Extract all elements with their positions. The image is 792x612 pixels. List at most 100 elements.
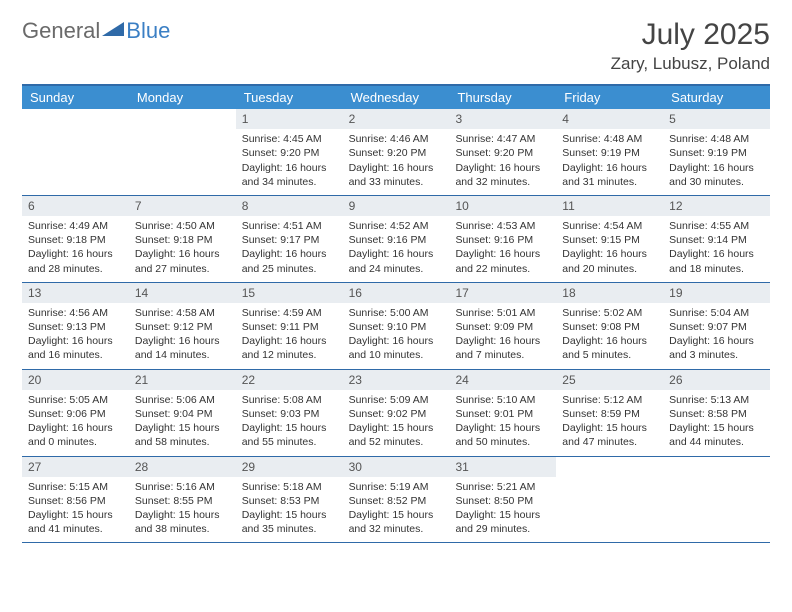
day-details: Sunrise: 4:52 AMSunset: 9:16 PMDaylight:… <box>343 216 450 282</box>
dow-label: Friday <box>556 86 663 109</box>
day-number: 4 <box>556 109 663 129</box>
day-details: Sunrise: 4:56 AMSunset: 9:13 PMDaylight:… <box>22 303 129 369</box>
calendar-cell: 29Sunrise: 5:18 AMSunset: 8:53 PMDayligh… <box>236 457 343 543</box>
day-number: 5 <box>663 109 770 129</box>
day-number: 25 <box>556 370 663 390</box>
day-number: 1 <box>236 109 343 129</box>
calendar-week: 27Sunrise: 5:15 AMSunset: 8:56 PMDayligh… <box>22 457 770 544</box>
calendar-cell: 7Sunrise: 4:50 AMSunset: 9:18 PMDaylight… <box>129 196 236 282</box>
calendar-cell: 12Sunrise: 4:55 AMSunset: 9:14 PMDayligh… <box>663 196 770 282</box>
day-details: Sunrise: 4:48 AMSunset: 9:19 PMDaylight:… <box>556 129 663 195</box>
day-number: 6 <box>22 196 129 216</box>
day-number: 14 <box>129 283 236 303</box>
day-number: 19 <box>663 283 770 303</box>
day-details: Sunrise: 4:46 AMSunset: 9:20 PMDaylight:… <box>343 129 450 195</box>
calendar-cell: 11Sunrise: 4:54 AMSunset: 9:15 PMDayligh… <box>556 196 663 282</box>
dow-label: Monday <box>129 86 236 109</box>
day-number: 8 <box>236 196 343 216</box>
day-details: Sunrise: 5:01 AMSunset: 9:09 PMDaylight:… <box>449 303 556 369</box>
day-number: 2 <box>343 109 450 129</box>
calendar-cell: 2Sunrise: 4:46 AMSunset: 9:20 PMDaylight… <box>343 109 450 195</box>
day-of-week-header: SundayMondayTuesdayWednesdayThursdayFrid… <box>22 86 770 109</box>
calendar-week: 6Sunrise: 4:49 AMSunset: 9:18 PMDaylight… <box>22 196 770 283</box>
day-number: 11 <box>556 196 663 216</box>
day-details: Sunrise: 5:16 AMSunset: 8:55 PMDaylight:… <box>129 477 236 543</box>
calendar-cell: 0. <box>129 109 236 195</box>
calendar-cell: 26Sunrise: 5:13 AMSunset: 8:58 PMDayligh… <box>663 370 770 456</box>
day-details: Sunrise: 4:45 AMSunset: 9:20 PMDaylight:… <box>236 129 343 195</box>
calendar: SundayMondayTuesdayWednesdayThursdayFrid… <box>22 84 770 543</box>
day-details: Sunrise: 4:51 AMSunset: 9:17 PMDaylight:… <box>236 216 343 282</box>
day-details: Sunrise: 5:13 AMSunset: 8:58 PMDaylight:… <box>663 390 770 456</box>
calendar-cell: 1Sunrise: 4:45 AMSunset: 9:20 PMDaylight… <box>236 109 343 195</box>
day-details: Sunrise: 5:05 AMSunset: 9:06 PMDaylight:… <box>22 390 129 456</box>
calendar-cell: 14Sunrise: 4:58 AMSunset: 9:12 PMDayligh… <box>129 283 236 369</box>
day-number: 7 <box>129 196 236 216</box>
day-details: Sunrise: 5:15 AMSunset: 8:56 PMDaylight:… <box>22 477 129 543</box>
day-number: 28 <box>129 457 236 477</box>
day-number: 31 <box>449 457 556 477</box>
page-title: July 2025 <box>611 18 770 52</box>
day-details: Sunrise: 4:48 AMSunset: 9:19 PMDaylight:… <box>663 129 770 195</box>
day-details: Sunrise: 5:10 AMSunset: 9:01 PMDaylight:… <box>449 390 556 456</box>
calendar-cell: 3Sunrise: 4:47 AMSunset: 9:20 PMDaylight… <box>449 109 556 195</box>
logo-triangle-icon <box>102 20 124 43</box>
calendar-week: 13Sunrise: 4:56 AMSunset: 9:13 PMDayligh… <box>22 283 770 370</box>
dow-label: Saturday <box>663 86 770 109</box>
calendar-cell: 30Sunrise: 5:19 AMSunset: 8:52 PMDayligh… <box>343 457 450 543</box>
calendar-cell: 0. <box>22 109 129 195</box>
calendar-cell: 27Sunrise: 5:15 AMSunset: 8:56 PMDayligh… <box>22 457 129 543</box>
calendar-cell: 20Sunrise: 5:05 AMSunset: 9:06 PMDayligh… <box>22 370 129 456</box>
day-number: 23 <box>343 370 450 390</box>
day-number: 22 <box>236 370 343 390</box>
calendar-cell: 18Sunrise: 5:02 AMSunset: 9:08 PMDayligh… <box>556 283 663 369</box>
day-number: 30 <box>343 457 450 477</box>
day-details: Sunrise: 5:19 AMSunset: 8:52 PMDaylight:… <box>343 477 450 543</box>
calendar-week: 0.0.1Sunrise: 4:45 AMSunset: 9:20 PMDayl… <box>22 109 770 196</box>
day-details: Sunrise: 5:09 AMSunset: 9:02 PMDaylight:… <box>343 390 450 456</box>
day-number: 10 <box>449 196 556 216</box>
day-number: 15 <box>236 283 343 303</box>
day-number: 3 <box>449 109 556 129</box>
calendar-cell: 22Sunrise: 5:08 AMSunset: 9:03 PMDayligh… <box>236 370 343 456</box>
dow-label: Wednesday <box>343 86 450 109</box>
calendar-cell: 24Sunrise: 5:10 AMSunset: 9:01 PMDayligh… <box>449 370 556 456</box>
day-number: 12 <box>663 196 770 216</box>
calendar-cell: 10Sunrise: 4:53 AMSunset: 9:16 PMDayligh… <box>449 196 556 282</box>
logo: General Blue <box>22 18 170 44</box>
calendar-cell: 28Sunrise: 5:16 AMSunset: 8:55 PMDayligh… <box>129 457 236 543</box>
day-number: 24 <box>449 370 556 390</box>
calendar-cell: 17Sunrise: 5:01 AMSunset: 9:09 PMDayligh… <box>449 283 556 369</box>
calendar-cell: 15Sunrise: 4:59 AMSunset: 9:11 PMDayligh… <box>236 283 343 369</box>
day-details: Sunrise: 4:50 AMSunset: 9:18 PMDaylight:… <box>129 216 236 282</box>
calendar-cell: 19Sunrise: 5:04 AMSunset: 9:07 PMDayligh… <box>663 283 770 369</box>
calendar-cell: 21Sunrise: 5:06 AMSunset: 9:04 PMDayligh… <box>129 370 236 456</box>
day-details: Sunrise: 4:59 AMSunset: 9:11 PMDaylight:… <box>236 303 343 369</box>
day-details: Sunrise: 5:08 AMSunset: 9:03 PMDaylight:… <box>236 390 343 456</box>
location-text: Zary, Lubusz, Poland <box>611 54 770 74</box>
calendar-cell: 0. <box>556 457 663 543</box>
calendar-cell: 4Sunrise: 4:48 AMSunset: 9:19 PMDaylight… <box>556 109 663 195</box>
day-number: 16 <box>343 283 450 303</box>
logo-text-general: General <box>22 18 100 44</box>
dow-label: Thursday <box>449 86 556 109</box>
day-details: Sunrise: 5:00 AMSunset: 9:10 PMDaylight:… <box>343 303 450 369</box>
day-details: Sunrise: 4:54 AMSunset: 9:15 PMDaylight:… <box>556 216 663 282</box>
calendar-cell: 0. <box>663 457 770 543</box>
day-details: Sunrise: 4:55 AMSunset: 9:14 PMDaylight:… <box>663 216 770 282</box>
day-details: Sunrise: 5:12 AMSunset: 8:59 PMDaylight:… <box>556 390 663 456</box>
day-details: Sunrise: 5:18 AMSunset: 8:53 PMDaylight:… <box>236 477 343 543</box>
day-number: 9 <box>343 196 450 216</box>
calendar-cell: 5Sunrise: 4:48 AMSunset: 9:19 PMDaylight… <box>663 109 770 195</box>
day-number: 17 <box>449 283 556 303</box>
day-number: 13 <box>22 283 129 303</box>
day-number: 18 <box>556 283 663 303</box>
day-details: Sunrise: 5:06 AMSunset: 9:04 PMDaylight:… <box>129 390 236 456</box>
calendar-cell: 31Sunrise: 5:21 AMSunset: 8:50 PMDayligh… <box>449 457 556 543</box>
day-number: 27 <box>22 457 129 477</box>
day-number: 29 <box>236 457 343 477</box>
logo-text-blue: Blue <box>126 18 170 44</box>
calendar-cell: 13Sunrise: 4:56 AMSunset: 9:13 PMDayligh… <box>22 283 129 369</box>
day-details: Sunrise: 5:02 AMSunset: 9:08 PMDaylight:… <box>556 303 663 369</box>
day-details: Sunrise: 4:47 AMSunset: 9:20 PMDaylight:… <box>449 129 556 195</box>
